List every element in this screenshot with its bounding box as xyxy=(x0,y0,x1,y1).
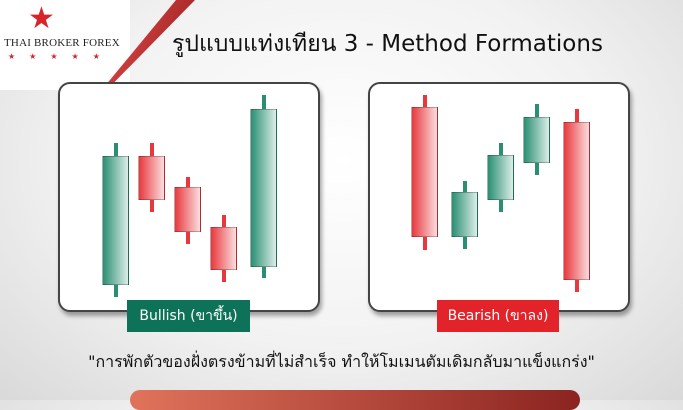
quote-text: "การพักตัวของฝั่งตรงข้ามที่ไม่สำเร็จ ทำใ… xyxy=(88,352,595,371)
bearish-candle xyxy=(563,122,590,280)
star-icon: ★ xyxy=(28,1,55,36)
bearish-label: Bearish (ขาลง) xyxy=(437,300,559,332)
bullish-label: Bullish (ขาขึ้น) xyxy=(127,300,250,332)
brand-logo: ★ THAI BROKER FOREX ★★★★★ xyxy=(0,0,130,90)
bullish-candle xyxy=(523,117,550,163)
bullish-candle xyxy=(250,109,277,267)
bullish-candle xyxy=(451,192,478,237)
bullish-candle xyxy=(487,155,514,200)
page-title: รูปแบบแท่งเทียน 3 - Method Formations xyxy=(172,31,603,57)
bearish-candle xyxy=(138,156,165,200)
bearish-candle xyxy=(210,227,237,270)
bearish-candle xyxy=(411,107,438,237)
bearish-candle xyxy=(174,187,201,232)
decorative-bar xyxy=(130,390,580,410)
bullish-candle xyxy=(102,156,129,285)
brand-name: THAI BROKER FOREX xyxy=(4,37,120,49)
stars-icon: ★★★★★ xyxy=(8,52,114,61)
